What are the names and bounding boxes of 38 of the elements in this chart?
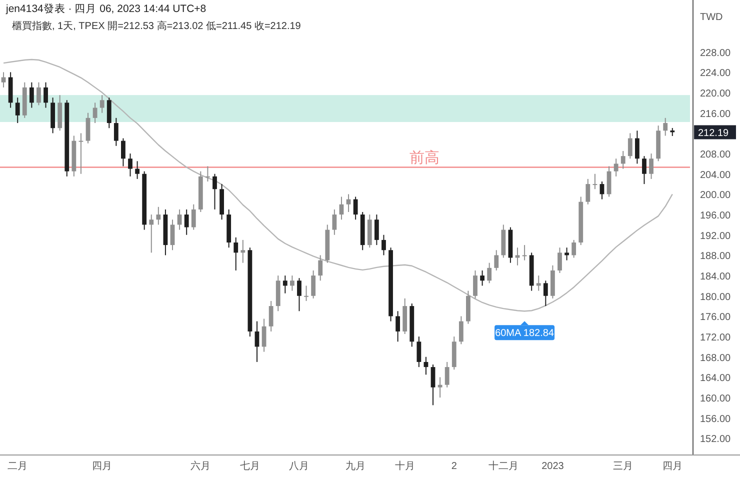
x-tick-label: 二月: [8, 461, 28, 472]
y-tick-label: 176.00: [700, 312, 732, 324]
x-tick-label: 十二月: [488, 460, 518, 472]
price-tag: 212.19: [694, 125, 736, 140]
x-tick-label: 十月: [394, 460, 415, 472]
x-tick-label: 四月: [662, 461, 682, 472]
y-tick-label: 164.00: [700, 373, 732, 384]
x-tick-label: 2: [451, 461, 458, 472]
y-tick-label: 188.00: [700, 251, 732, 262]
y-tick-label: 172.00: [700, 332, 732, 344]
y-tick-label: 180.00: [700, 292, 732, 303]
x-tick-label: 2023: [542, 461, 564, 472]
y-tick-label: 196.00: [700, 210, 732, 222]
x-tick-label: 六月: [190, 460, 211, 472]
y-tick-label: 200.00: [700, 190, 732, 202]
y-tick-label: 192.00: [700, 230, 732, 242]
x-tick-label: 八月: [289, 461, 310, 472]
y-axis-title: TWD: [700, 12, 723, 23]
y-tick-label: 184.00: [700, 272, 732, 283]
annotation: 60MA 182.84: [495, 328, 554, 340]
y-tick-label: 224.00: [700, 68, 732, 80]
ma-label: 60MA 182.84: [494, 321, 555, 340]
ref-line-label: 前高: [409, 149, 440, 166]
y-tick-label: 228.00: [700, 48, 732, 59]
text: 櫃買指數, 1天, TPEX 開=212.53 高=213.02 低=211.45 收=212.19: [12, 20, 302, 32]
y-tick-label: 208.00: [700, 150, 732, 161]
y-tick-label: 160.00: [700, 394, 732, 405]
chart-title: jen4134發表 · 四月 06, 2023 14:44 UTC+8: [5, 2, 206, 15]
x-tick-label: 九月: [346, 460, 366, 472]
y-tick-label: 168.00: [700, 352, 732, 364]
y-tick-label: 152.00: [700, 434, 732, 446]
y-tick-label: 216.00: [700, 108, 732, 120]
y-tick-label: 220.00: [700, 88, 732, 100]
x-tick-label: 三月: [613, 461, 634, 472]
x-tick-label: 七月: [240, 460, 260, 472]
y-tick-label: 204.00: [700, 170, 732, 181]
y-tick-label: 156.00: [700, 414, 732, 425]
x-tick-label: 四月: [92, 461, 112, 472]
